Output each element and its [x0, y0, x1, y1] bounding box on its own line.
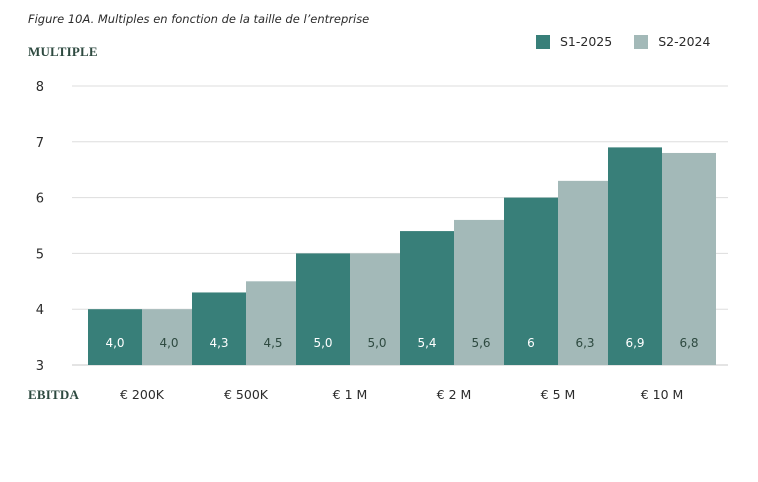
bar-s1-2025: [504, 197, 558, 365]
x-axis-title: EBITDA: [28, 387, 80, 402]
bar-s2-2024: [142, 309, 196, 365]
bar-value-label: 5,0: [367, 336, 386, 350]
bar-value-label: 6,3: [575, 336, 594, 350]
bar-value-label: 4,5: [263, 336, 282, 350]
bar-value-label: 5,4: [417, 336, 436, 350]
bar-s2-2024: [662, 152, 716, 365]
bar-value-label: 6,8: [679, 336, 698, 350]
y-tick-label: 5: [36, 247, 44, 262]
y-tick-label: 4: [36, 303, 44, 318]
x-tick-label: € 200K: [120, 387, 165, 402]
y-tick-label: 7: [36, 136, 44, 151]
x-tick-label: € 5 M: [541, 387, 576, 402]
x-tick-label: € 1 M: [333, 387, 368, 402]
bar-value-label: 5,6: [471, 336, 490, 350]
y-tick-label: 3: [36, 359, 44, 374]
bar-s1-2025: [192, 292, 246, 365]
x-tick-label: € 500K: [224, 387, 269, 402]
bar-s2-2024: [454, 219, 508, 365]
y-axis-title: MULTIPLE: [28, 44, 98, 59]
bar-s1-2025: [88, 309, 142, 365]
bar-s2-2024: [246, 281, 300, 365]
bar-value-label: 6: [527, 336, 535, 350]
bar-value-label: 6,9: [625, 336, 644, 350]
bar-value-label: 4,3: [209, 336, 228, 350]
x-tick-label: € 2 M: [437, 387, 472, 402]
legend-swatch-s1-2025: [536, 34, 550, 49]
bar-s1-2025: [608, 147, 662, 365]
legend-swatch-s2-2024: [634, 34, 649, 49]
bar-value-label: 4,0: [105, 336, 124, 350]
legend-item-s1-2025: S1-2025: [536, 34, 612, 49]
legend: S1-2025 S2-2024: [536, 34, 710, 49]
bar-value-label: 5,0: [313, 336, 332, 350]
bar-value-label: 4,0: [159, 336, 178, 350]
x-tick-label: € 10 M: [641, 387, 684, 402]
bar-s2-2024: [350, 253, 404, 365]
figure-caption: Figure 10A. Multiples en fonction de la …: [28, 12, 370, 26]
legend-item-s2-2024: S2-2024: [634, 34, 710, 49]
legend-label-s2-2024: S2-2024: [658, 34, 711, 49]
bar-s1-2025: [296, 253, 350, 365]
y-tick-label: 8: [36, 80, 44, 95]
y-tick-label: 6: [36, 192, 44, 207]
bar-s1-2025: [400, 231, 454, 365]
legend-label-s1-2025: S1-2025: [560, 34, 613, 49]
bar-s2-2024: [558, 180, 612, 365]
